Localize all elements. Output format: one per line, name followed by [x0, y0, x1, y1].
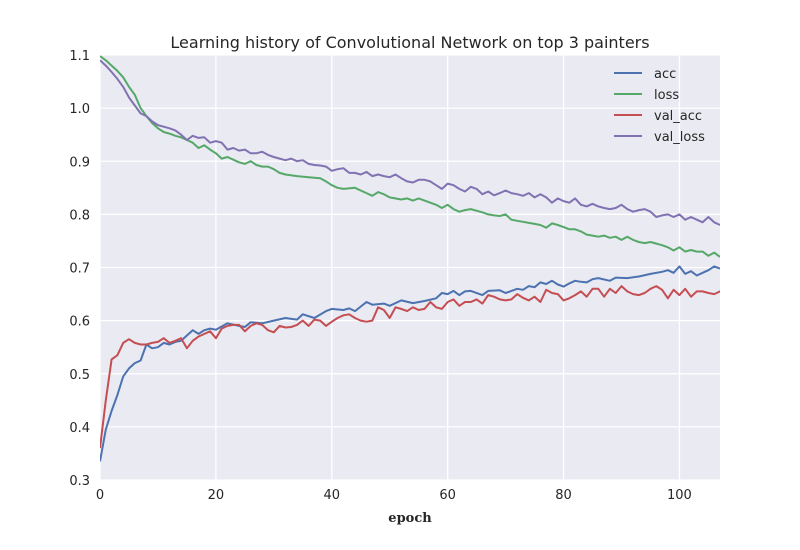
series-line-acc	[100, 265, 720, 462]
y-tick-label: 0.3	[69, 474, 90, 489]
x-tick-label: 80	[555, 488, 572, 503]
y-tick-label: 1.1	[69, 49, 90, 64]
y-tick-label: 0.6	[69, 315, 90, 330]
legend-label-loss: loss	[654, 88, 679, 103]
x-tick-label: 60	[439, 488, 456, 503]
y-tick-label: 0.9	[69, 155, 90, 170]
y-tick-label: 0.7	[69, 262, 90, 277]
x-axis-label: epoch	[388, 511, 432, 526]
x-tick-label: 40	[324, 488, 341, 503]
y-tick-label: 0.5	[69, 368, 90, 383]
y-tick-label: 0.8	[69, 208, 90, 223]
legend: acc loss val_acc val_loss	[614, 67, 705, 145]
grid-lines	[99, 54, 720, 481]
x-tick-label: 20	[208, 488, 225, 503]
legend-label-acc: acc	[654, 67, 676, 82]
x-tick-label: 0	[96, 488, 104, 503]
y-axis-ticks: 0.3 0.4 0.5 0.6 0.7 0.8 0.9 1.0 1.1	[69, 49, 90, 489]
series-line-loss	[100, 55, 720, 258]
series-lines	[100, 55, 720, 462]
y-tick-label: 0.4	[69, 421, 90, 436]
legend-label-val-acc: val_acc	[654, 109, 702, 124]
chart-title: Learning history of Convolutional Networ…	[170, 33, 649, 52]
x-tick-label: 100	[667, 488, 692, 503]
x-axis-ticks: 0 20 40 60 80 100	[96, 488, 692, 503]
y-tick-label: 1.0	[69, 102, 90, 117]
series-line-val-acc	[100, 285, 720, 449]
legend-label-val-loss: val_loss	[654, 130, 705, 145]
series-line-val-loss	[100, 59, 720, 226]
